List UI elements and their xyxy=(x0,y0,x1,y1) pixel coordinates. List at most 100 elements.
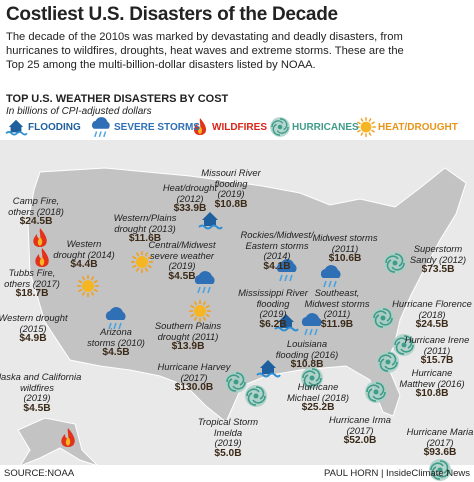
disaster-name: Superstorm xyxy=(413,243,463,254)
disaster-cost: $93.6B xyxy=(423,447,457,458)
disaster-name: (2017) xyxy=(346,424,374,436)
disaster-name: Southeast, xyxy=(314,287,360,298)
disaster-cost: $4.9B xyxy=(19,333,47,344)
disaster-name: Louisiana xyxy=(286,338,328,349)
disaster-cost: $52.0B xyxy=(343,435,377,446)
disaster-label: Hurricane Irene (2011) $15.7B xyxy=(404,334,470,367)
disaster-name: drought (2011) xyxy=(157,330,219,342)
disaster-cost: $4.4B xyxy=(70,259,98,270)
disaster-label: Camp Fire, others (2018) $24.5B xyxy=(8,195,64,228)
disaster-name: Hurricane Irene xyxy=(404,334,470,345)
disaster-cost: $73.5B xyxy=(421,264,455,275)
disaster-name: Michael (2018) xyxy=(286,391,350,403)
disaster-name: Hurricane Florence xyxy=(392,298,472,309)
storm-icon xyxy=(276,259,297,282)
hurricane-icon xyxy=(270,117,290,137)
storm-icon xyxy=(301,313,322,336)
hurricane-icon xyxy=(245,385,267,407)
disaster-name: Hurricane Irma xyxy=(329,414,391,425)
disaster-name: Mississippi River xyxy=(238,287,308,298)
hurricane-icon xyxy=(429,459,451,481)
disaster-label: Hurricane Michael (2018) $25.2B xyxy=(286,381,350,414)
disaster-name: flooding (2016) xyxy=(275,348,339,360)
disaster-name: Alaska and California xyxy=(0,371,82,382)
disaster-name: storms (2010) xyxy=(87,336,145,348)
intro-line: The decade of the 2010s was marked by de… xyxy=(6,31,403,43)
hurricane-icon xyxy=(301,367,323,389)
disaster-cost: $24.5B xyxy=(415,319,449,330)
disaster-cost: $33.9B xyxy=(173,203,207,214)
legend-label: HURRICANES xyxy=(292,122,359,133)
disaster-name: Arizona xyxy=(100,326,132,337)
disaster-name: Midwest storms xyxy=(312,232,378,243)
hurricane-icon xyxy=(377,351,399,373)
disaster-label: Midwest storms (2011) $10.6B xyxy=(312,232,378,265)
disaster-name: Tubbs Fire, xyxy=(8,267,56,278)
disaster-cost: $10.8B xyxy=(415,388,449,399)
fire-icon xyxy=(33,228,47,247)
disaster-cost: $4.5B xyxy=(168,270,196,282)
storm-icon xyxy=(320,265,341,288)
flood-icon xyxy=(274,314,299,332)
disaster-label: Hurricane Maria (2017) $93.6B xyxy=(407,426,474,459)
disaster-cost: $130.0B xyxy=(174,382,214,393)
disaster-name: Imelda xyxy=(213,426,243,438)
disaster-cost: $11.9B xyxy=(320,318,354,330)
disaster-name: Eastern storms xyxy=(245,239,309,251)
disaster-name: Western xyxy=(66,238,102,249)
disaster-name: (2019) xyxy=(259,308,287,319)
disaster-label: Tropical Storm Imelda (2019) $5.0B xyxy=(197,416,259,459)
alaska-land xyxy=(17,417,99,468)
disaster-name: (2019) xyxy=(217,188,245,199)
disaster-name: Matthew (2016) xyxy=(399,377,465,389)
disaster-name: (2011) xyxy=(323,308,351,319)
disaster-label: Western drought (2014) $4.4B xyxy=(53,238,115,271)
legend-label: FLOODING xyxy=(28,122,81,133)
disaster-name: (2018) xyxy=(418,308,446,320)
disaster-label: Southern Plains drought (2011) $13.9B xyxy=(154,320,222,353)
disaster-cost: $4.1B xyxy=(263,260,291,272)
disaster-name: Missouri River xyxy=(201,167,261,178)
flood-icon xyxy=(256,360,281,378)
disaster-name: (2017) xyxy=(426,436,454,448)
disaster-cost: $6.2B xyxy=(259,318,287,330)
disaster-cost: $18.7B xyxy=(15,288,49,299)
fire-icon xyxy=(61,428,75,447)
disaster-label: Hurricane Irma (2017) $52.0B xyxy=(329,414,391,447)
disaster-cost: $10.8B xyxy=(214,198,248,210)
disaster-cost: $4.5B xyxy=(102,347,130,358)
disaster-name: Tropical Storm xyxy=(197,416,259,427)
hurricane-icon xyxy=(365,381,387,403)
disaster-name: Heat/drought xyxy=(162,182,218,193)
unit-note: In billions of CPI-adjusted dollars xyxy=(6,106,152,117)
disaster-label: Superstorm Sandy (2012) $73.5B xyxy=(410,243,466,276)
disaster-name: wildfires xyxy=(20,381,54,393)
disaster-name: drought (2013) xyxy=(114,222,176,234)
legend-label: WILDFIRES xyxy=(212,122,267,133)
sun-icon xyxy=(189,300,211,322)
disaster-cost: $5.0B xyxy=(214,447,242,459)
disaster-name: (2015) xyxy=(19,322,47,334)
disaster-name: Southern Plains xyxy=(154,320,222,331)
credit: PAUL HORN | InsideClimate News xyxy=(323,468,470,479)
fire-icon xyxy=(194,118,207,136)
disaster-name: others (2018) xyxy=(8,205,64,217)
flood-icon xyxy=(198,212,223,230)
disaster-name: Hurricane Harvey xyxy=(157,361,231,372)
disaster-name: Midwest storms xyxy=(304,297,370,309)
disaster-name: Rockies/Midwest/ xyxy=(240,229,314,240)
disaster-name: others (2017) xyxy=(4,277,60,289)
disaster-label: Western/Plains drought (2013) $11.6B xyxy=(113,212,177,245)
disaster-label: Southeast, Midwest storms (2011) $11.9B xyxy=(304,287,370,330)
disaster-name: Hurricane xyxy=(411,367,453,378)
hurricane-icon xyxy=(393,334,415,356)
storm-icon xyxy=(105,307,126,330)
disaster-label: Louisiana flooding (2016) $10.8B xyxy=(275,338,339,371)
disaster-name: drought (2014) xyxy=(53,248,115,260)
flood-icon xyxy=(5,119,28,136)
disaster-name: Western/Plains xyxy=(113,212,177,223)
disaster-cost: $10.6B xyxy=(328,253,362,264)
source: SOURCE:NOAA xyxy=(4,468,75,479)
